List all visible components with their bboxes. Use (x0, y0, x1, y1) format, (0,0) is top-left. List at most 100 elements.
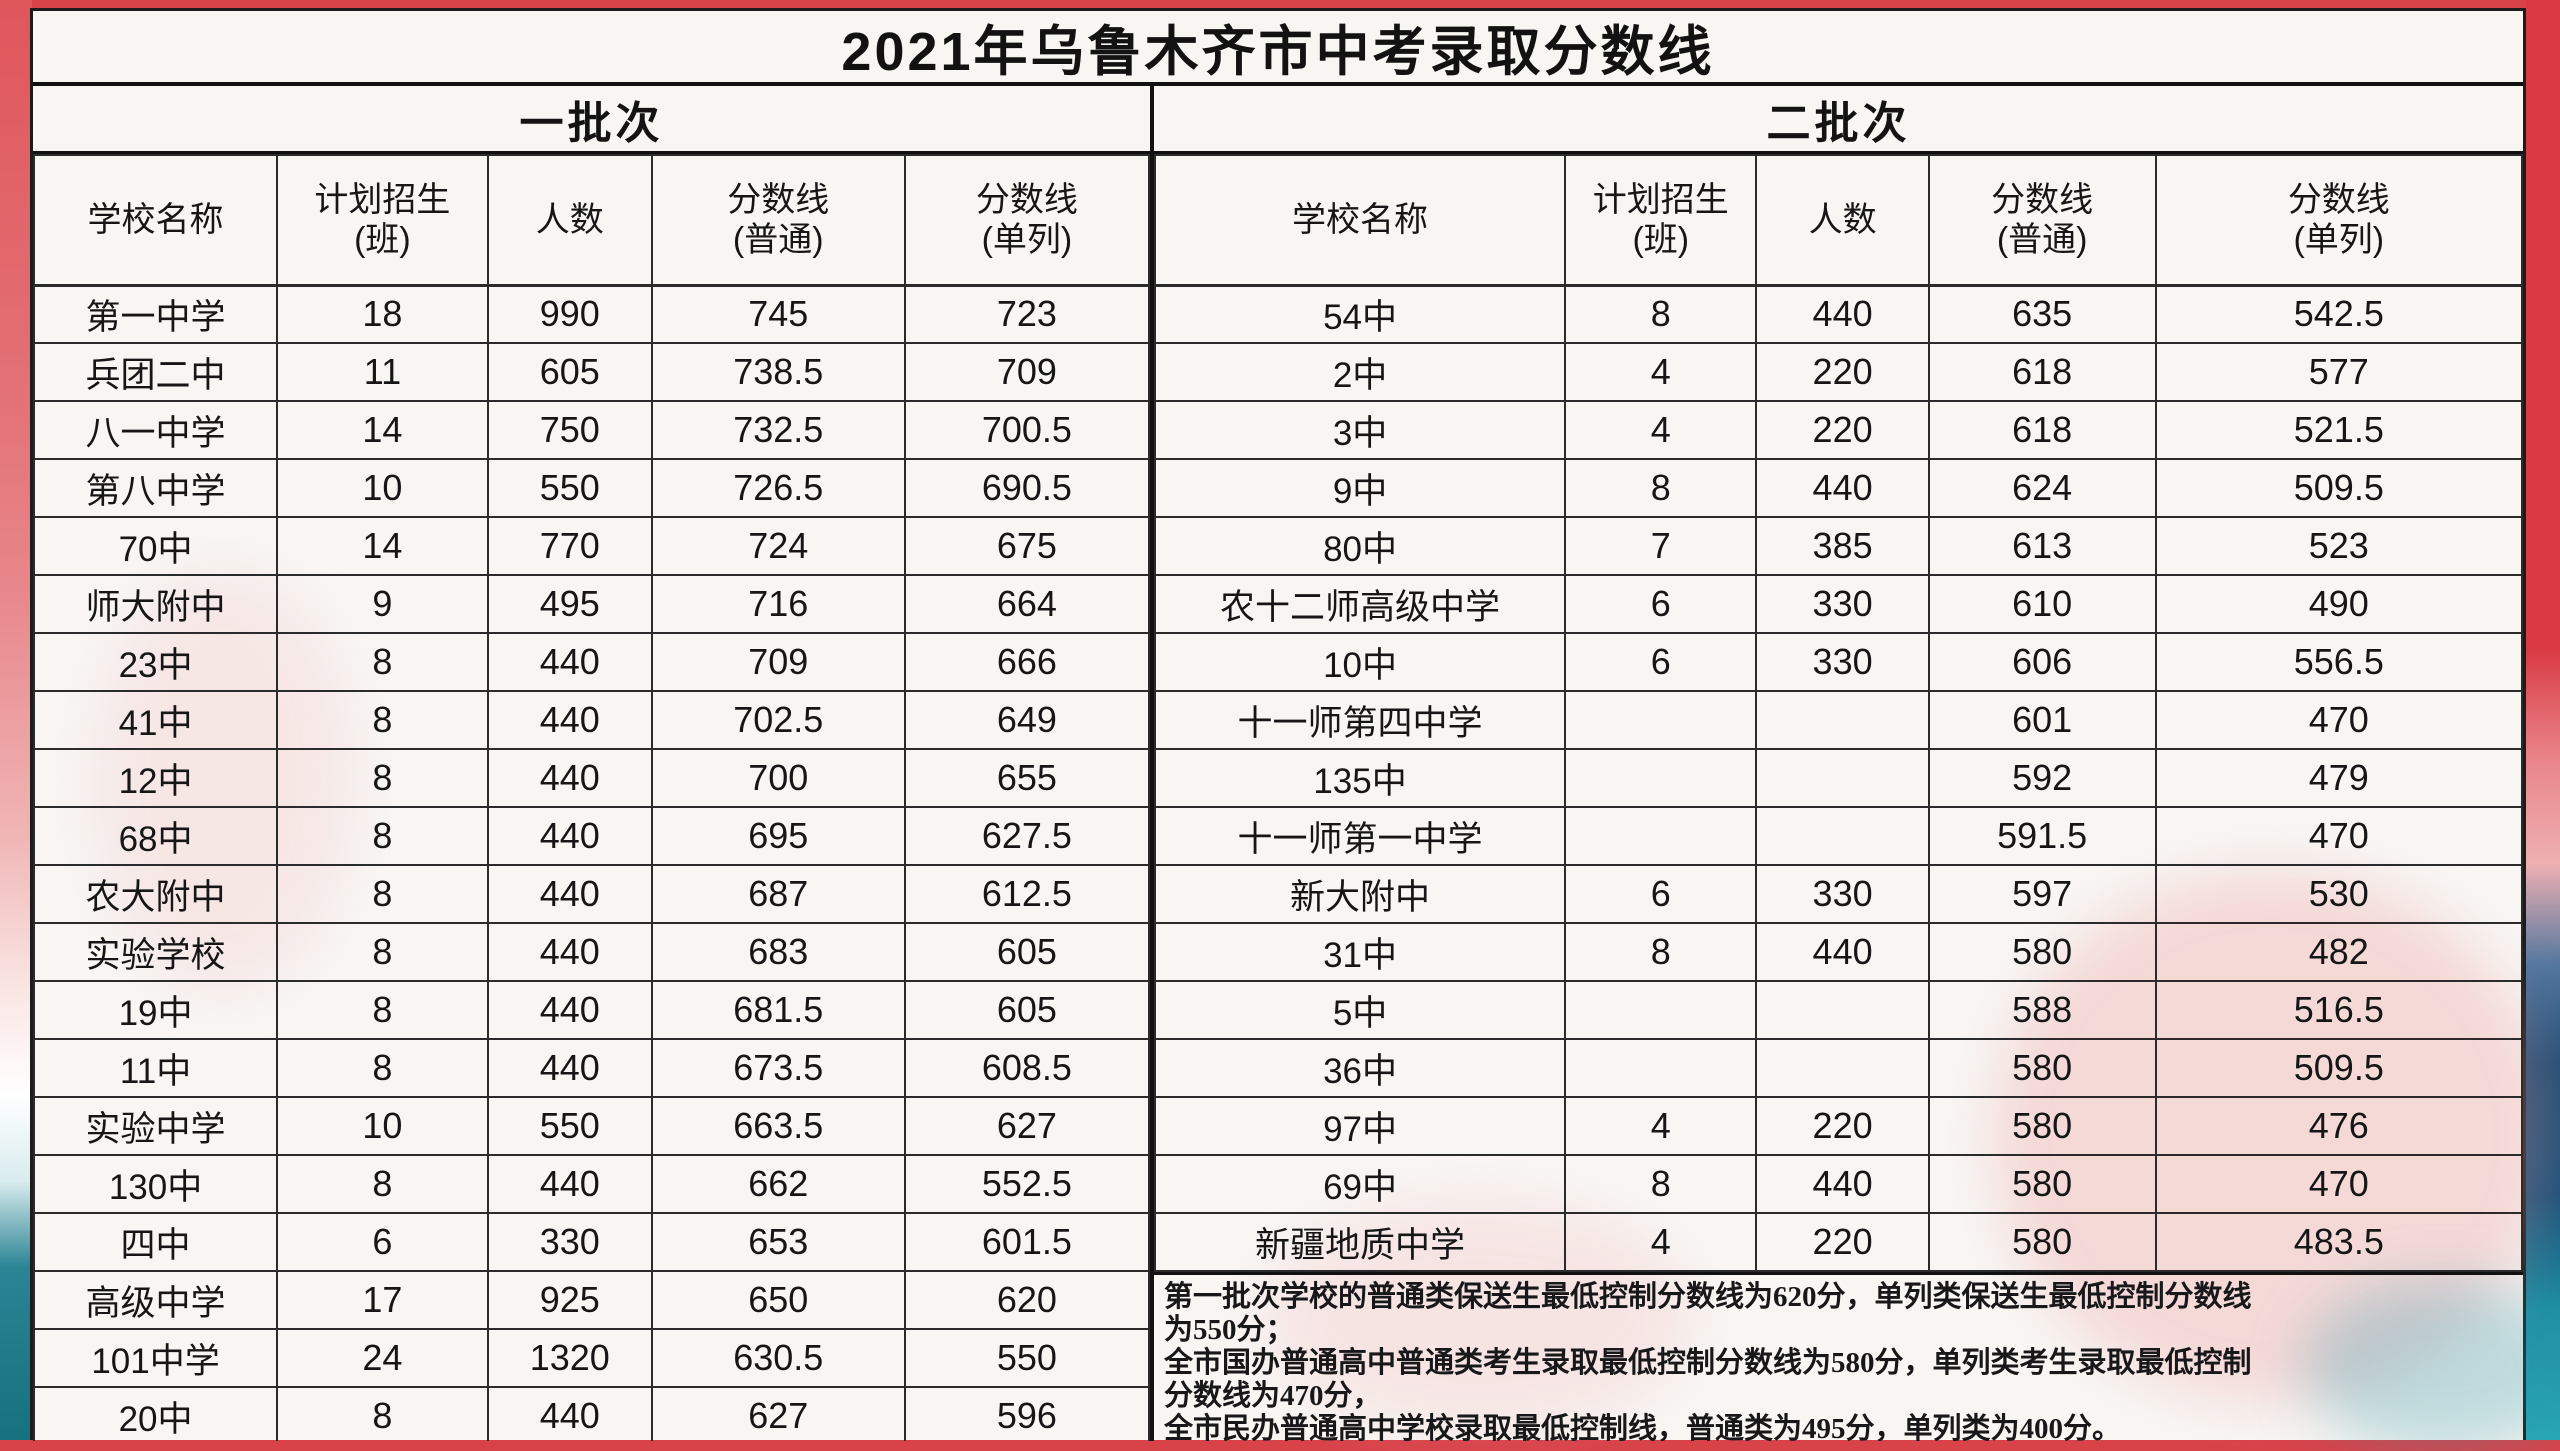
table-cell: 36中 (1153, 1038, 1567, 1098)
table-cell: 596 (903, 1386, 1151, 1441)
table-cell: 4 (1564, 1096, 1758, 1156)
table-cell: 479 (2154, 748, 2523, 808)
table-cell: 8 (276, 1038, 489, 1098)
table-cell: 220 (1755, 400, 1930, 460)
table-cell: 330 (1755, 632, 1930, 692)
table-cell: 700.5 (903, 400, 1151, 460)
table-cell: 521.5 (2154, 400, 2523, 460)
table-cell: 第八中学 (33, 458, 279, 518)
table-row: 36中 580 509.5 (1153, 1038, 2523, 1098)
note-line: 第一批次学校的普通类保送生最低控制分数线为620分，单列类保送生最低控制分数线 (1164, 1281, 2252, 1313)
table-cell: 24 (276, 1328, 489, 1388)
table-cell: 724 (650, 516, 906, 576)
table-cell: 实验中学 (33, 1096, 279, 1156)
table-row: 101中学 24 1320 630.5 550 (33, 1328, 1151, 1388)
score-sheet: 2021年乌鲁木齐市中考录取分数线 一批次 学校名称 计划招生 (班) 人数 分… (30, 8, 2560, 1451)
table-cell: 440 (1755, 1154, 1930, 1214)
table-row: 69中 8 440 580 470 (1153, 1154, 2523, 1214)
table-cell: 695 (650, 806, 906, 866)
table-row: 12中 8 440 700 655 (33, 748, 1151, 808)
table-cell: 440 (486, 1154, 653, 1214)
table-cell: 20中 (33, 1386, 279, 1441)
table-cell: 97中 (1153, 1096, 1567, 1156)
note-line: 为550分； (1164, 1314, 1295, 1346)
table-cell: 8 (276, 922, 489, 982)
table-cell: 440 (486, 980, 653, 1040)
table-cell: 8 (276, 806, 489, 866)
table-cell: 8 (1564, 458, 1758, 518)
batch2-table-section: 二批次 学校名称 计划招生 (班) 人数 分数线 (普通) 分数线 (单列) 5… (1150, 86, 2523, 1441)
table-row: 70中 14 770 724 675 (33, 516, 1151, 576)
column-header-score-general: 分数线 (普通) (650, 154, 906, 287)
table-cell: 649 (903, 690, 1151, 750)
table-cell: 220 (1755, 342, 1930, 402)
table-cell: 31中 (1153, 922, 1567, 982)
table-cell: 高级中学 (33, 1270, 279, 1330)
table-cell: 650 (650, 1270, 906, 1330)
table-cell: 新大附中 (1153, 864, 1567, 924)
table-row: 68中 8 440 695 627.5 (33, 806, 1151, 866)
table-cell: 627 (903, 1096, 1151, 1156)
column-header-score-general: 分数线 (普通) (1927, 154, 2157, 287)
table-cell: 68中 (33, 806, 279, 866)
table-row: 十一师第四中学 601 470 (1153, 690, 2523, 750)
table-cell: 476 (2154, 1096, 2523, 1156)
table-cell: 4 (1564, 342, 1758, 402)
table-cell: 666 (903, 632, 1151, 692)
table-cell: 4 (1564, 1212, 1758, 1272)
table-cell: 580 (1927, 1096, 2157, 1156)
table-row: 兵团二中 11 605 738.5 709 (33, 342, 1151, 402)
table-cell: 69中 (1153, 1154, 1567, 1214)
watermark-blob (2303, 1281, 2560, 1451)
table-cell: 709 (903, 342, 1151, 402)
column-header-score-separate: 分数线 (单列) (2154, 154, 2523, 287)
table-cell: 470 (2154, 1154, 2523, 1214)
table-cell: 440 (486, 748, 653, 808)
table-cell: 550 (486, 1096, 653, 1156)
table-cell (1755, 806, 1930, 866)
table-cell: 10中 (1153, 632, 1567, 692)
batch2-table: 学校名称 计划招生 (班) 人数 分数线 (普通) 分数线 (单列) 54中 8 4… (1153, 154, 2523, 1272)
table-cell (1755, 1038, 1930, 1098)
batch1-table: 学校名称 计划招生 (班) 人数 分数线 (普通) 分数线 (单列) 第一中学 1… (33, 154, 1151, 1441)
table-cell: 591.5 (1927, 806, 2157, 866)
table-cell: 11中 (33, 1038, 279, 1098)
table-cell: 580 (1927, 1038, 2157, 1098)
table-cell: 577 (2154, 342, 2523, 402)
table-cell: 702.5 (650, 690, 906, 750)
table-cell: 601 (1927, 690, 2157, 750)
batch2-header-row: 学校名称 计划招生 (班) 人数 分数线 (普通) 分数线 (单列) (1153, 154, 2523, 287)
tables-region: 一批次 学校名称 计划招生 (班) 人数 分数线 (普通) 分数线 (单列) 第… (33, 82, 2523, 1441)
table-cell (1564, 980, 1758, 1040)
table-cell: 580 (1927, 1154, 2157, 1214)
table-row: 20中 8 440 627 596 (33, 1386, 1151, 1441)
table-cell: 627.5 (903, 806, 1151, 866)
table-cell: 四中 (33, 1212, 279, 1272)
table-cell: 613 (1927, 516, 2157, 576)
table-cell: 440 (486, 922, 653, 982)
table-row: 农十二师高级中学 6 330 610 490 (1153, 574, 2523, 634)
table-row: 八一中学 14 750 732.5 700.5 (33, 400, 1151, 460)
table-cell (1564, 690, 1758, 750)
table-cell: 十一师第一中学 (1153, 806, 1567, 866)
table-row: 3中 4 220 618 521.5 (1153, 400, 2523, 460)
table-row: 第一中学 18 990 745 723 (33, 284, 1151, 344)
table-cell: 11 (276, 342, 489, 402)
table-cell: 732.5 (650, 400, 906, 460)
table-row: 41中 8 440 702.5 649 (33, 690, 1151, 750)
table-cell: 655 (903, 748, 1151, 808)
table-cell: 135中 (1153, 748, 1567, 808)
table-cell: 635 (1927, 284, 2157, 344)
table-cell: 440 (486, 690, 653, 750)
table-cell: 220 (1755, 1096, 1930, 1156)
table-cell: 440 (486, 1386, 653, 1441)
table-cell: 54中 (1153, 284, 1567, 344)
table-cell (1755, 690, 1930, 750)
table-cell (1564, 1038, 1758, 1098)
table-row: 新大附中 6 330 597 530 (1153, 864, 2523, 924)
table-cell: 482 (2154, 922, 2523, 982)
table-row: 高级中学 17 925 650 620 (33, 1270, 1151, 1330)
table-cell: 663.5 (650, 1096, 906, 1156)
table-cell: 5中 (1153, 980, 1567, 1040)
table-cell: 592 (1927, 748, 2157, 808)
